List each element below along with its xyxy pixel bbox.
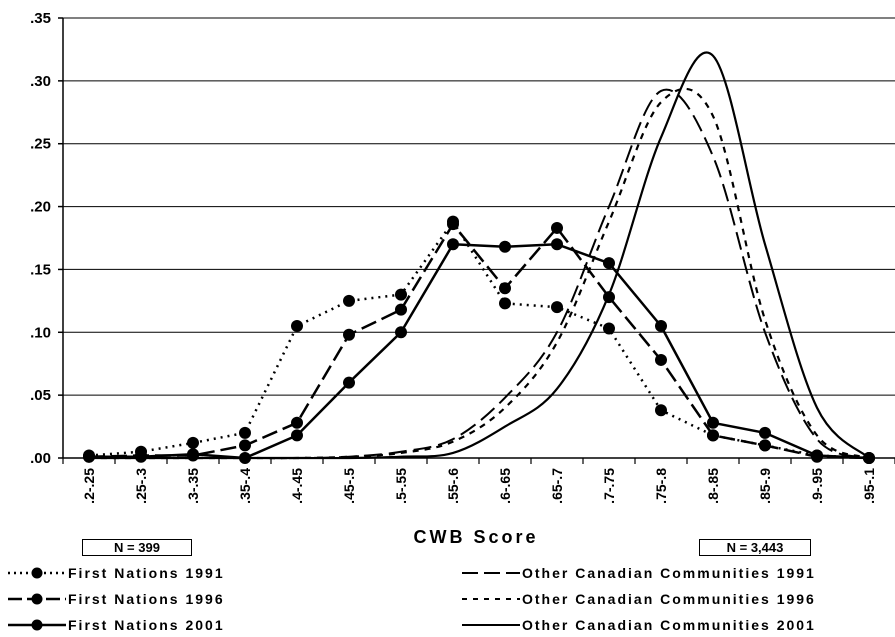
series-first-nations-1991 [83,215,875,464]
data-point [759,426,771,439]
x-tick-label: .7-.75 [601,468,617,504]
data-point [603,257,615,270]
y-tick-labels: .00 .05 .10 .15 .20 .25 .30 .35 [30,10,51,467]
legend-other-communities-1991: Other Canadian Communities 1991 [460,563,816,583]
data-point [551,238,563,251]
legend-label: First Nations 1996 [68,591,225,607]
x-tick-label: .8-.85 [705,468,721,504]
data-point [239,426,251,439]
data-point [551,301,563,314]
legend-swatch-dashed-marker [8,593,66,605]
legend-other-communities-1996: Other Canadian Communities 1996 [460,589,816,609]
data-point [239,439,251,452]
data-point [395,288,407,301]
data-point [395,326,407,339]
x-tick-label: .75-.8 [653,468,669,504]
data-point [499,282,511,295]
x-tick-label: .3-.35 [185,468,201,504]
y-tick-label: .05 [30,387,51,404]
y-tick-label: .20 [30,199,51,216]
gridlines [63,17,895,396]
legend-first-nations-1991: First Nations 1991 [6,563,225,583]
data-point [135,450,147,463]
n-other-communities-box: N = 3,443 [699,539,811,556]
y-tick-label: .30 [30,73,51,90]
x-tick-label: .35-.4 [237,468,253,504]
n-first-nations-box: N = 399 [82,539,192,556]
legend-label: First Nations 2001 [68,617,225,633]
data-point [655,353,667,366]
x-tick-label: .9-.95 [809,468,825,504]
legend-label: Other Canadian Communities 1991 [522,565,816,581]
legend-label: First Nations 1991 [68,565,225,581]
data-point [655,320,667,332]
series-first-nations-1996 [83,218,875,464]
x-tick-label: .65-.7 [549,468,565,504]
legend-label: Other Canadian Communities 2001 [522,617,816,633]
data-point [811,449,823,462]
data-point [395,303,407,316]
series-line [88,222,870,460]
series-line [88,220,870,460]
data-point [447,238,459,251]
series-first-nations-2001 [83,238,875,464]
y-tick-label: .00 [30,450,51,467]
x-tick-labels: .2-.25 .25-.3 .3-.35 .35-.4 .4-.45 .45-.5 .5-.… [81,468,877,504]
y-tick-label: .35 [30,10,51,27]
data-point [291,320,303,332]
data-point [447,218,459,231]
series-other-canadian-communities-2001 [88,51,870,460]
data-point [291,416,303,429]
legend-label: Other Canadian Communities 1996 [522,591,816,607]
data-point [707,416,719,429]
legend-first-nations-2001: First Nations 2001 [6,615,225,635]
x-tick-label: .45-.5 [341,468,357,504]
data-point [655,404,667,417]
data-point [343,376,355,389]
data-point [291,429,303,442]
x-tick-label: .4-.45 [289,468,305,504]
data-point [187,436,199,449]
data-point [551,221,563,234]
series-line [88,51,870,460]
x-tick-label: .55-.6 [445,468,461,504]
data-point [499,297,511,310]
legend-swatch-longdash [462,572,520,574]
data-point [343,294,355,307]
x-tick-label: .2-.25 [81,468,97,504]
legend-first-nations-1996: First Nations 1996 [6,589,225,609]
series-line [88,88,870,460]
data-point [603,322,615,335]
legend-swatch-solid-marker [8,619,66,631]
x-tick-label: .95-.1 [861,468,877,504]
legend-swatch-dotted-marker [8,567,66,579]
legend-other-communities-2001: Other Canadian Communities 2001 [460,615,816,635]
data-point [83,450,95,463]
legend-swatch-solid [462,624,520,626]
x-tick-label: .25-.3 [133,468,149,504]
series-lines [83,51,875,464]
data-point [759,439,771,452]
x-tick-label: .85-.9 [757,468,773,504]
cwb-line-chart: .00 .05 .10 .15 .20 .25 .30 .35 .2-.25 .25-.3 .3-… [30,10,895,547]
axes [58,17,895,464]
x-tick-label: .5-.55 [393,468,409,504]
series-other-canadian-communities-1991 [88,88,870,460]
data-point [499,240,511,253]
data-point [707,429,719,442]
legend-swatch-shortdash [462,598,520,600]
y-tick-label: .25 [30,136,51,153]
series-line [89,243,870,460]
y-tick-label: .10 [30,324,51,341]
data-point [343,328,355,341]
x-tick-label: .6-.65 [497,468,513,504]
x-axis-title: CWB Score [413,527,538,547]
y-tick-label: .15 [30,261,51,278]
